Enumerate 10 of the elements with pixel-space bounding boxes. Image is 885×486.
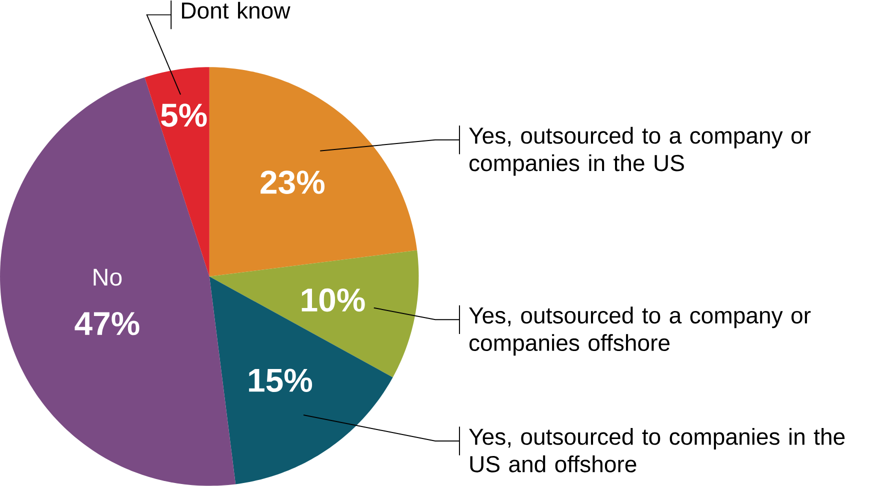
slice-label: Yes, outsourced to a company or companies offshore [469, 306, 811, 356]
data-label: 10% [302, 288, 365, 312]
slice-label: Yes, outsourced to companies in the US and offshore [469, 428, 845, 472]
data-label: 5% [161, 104, 207, 127]
data-label: 47% [74, 312, 140, 336]
slice-label: Yes, outsourced to a company or companies in the US [469, 126, 811, 176]
data-label: 23% [260, 170, 325, 194]
slice-label: No [94, 268, 122, 286]
data-label: 15% [249, 368, 312, 392]
slice-label: Dont know [182, 2, 290, 19]
